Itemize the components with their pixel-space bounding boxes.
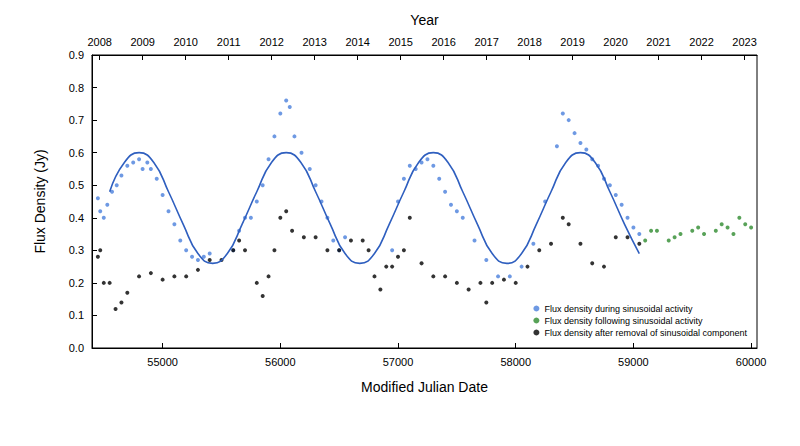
svg-text:58000: 58000 bbox=[500, 356, 531, 368]
svg-text:2019: 2019 bbox=[560, 36, 584, 48]
svg-text:2011: 2011 bbox=[217, 36, 241, 48]
svg-text:0.6: 0.6 bbox=[69, 147, 84, 159]
svg-text:0.9: 0.9 bbox=[69, 49, 84, 61]
svg-text:2022: 2022 bbox=[689, 36, 713, 48]
svg-text:Modified Julian Date: Modified Julian Date bbox=[361, 379, 488, 395]
svg-text:57000: 57000 bbox=[383, 356, 414, 368]
svg-text:2020: 2020 bbox=[603, 36, 627, 48]
svg-text:2014: 2014 bbox=[345, 36, 369, 48]
svg-text:2023: 2023 bbox=[732, 36, 756, 48]
svg-text:0.5: 0.5 bbox=[69, 179, 84, 191]
svg-text:0.4: 0.4 bbox=[69, 212, 84, 224]
svg-text:0.1: 0.1 bbox=[69, 309, 84, 321]
svg-text:2008: 2008 bbox=[87, 36, 111, 48]
svg-text:2010: 2010 bbox=[173, 36, 197, 48]
svg-text:0.3: 0.3 bbox=[69, 244, 84, 256]
svg-text:59000: 59000 bbox=[618, 356, 649, 368]
svg-text:2021: 2021 bbox=[646, 36, 670, 48]
svg-text:2017: 2017 bbox=[474, 36, 498, 48]
svg-text:2018: 2018 bbox=[517, 36, 541, 48]
svg-text:0.7: 0.7 bbox=[69, 114, 84, 126]
svg-text:2016: 2016 bbox=[431, 36, 455, 48]
svg-text:0.0: 0.0 bbox=[69, 342, 84, 354]
svg-text:0.2: 0.2 bbox=[69, 277, 84, 289]
svg-text:55000: 55000 bbox=[147, 356, 178, 368]
svg-text:Flux Density (Jy): Flux Density (Jy) bbox=[32, 149, 48, 253]
svg-text:60000: 60000 bbox=[736, 356, 767, 368]
svg-text:Year: Year bbox=[410, 12, 439, 28]
svg-text:2013: 2013 bbox=[302, 36, 326, 48]
svg-text:2009: 2009 bbox=[130, 36, 154, 48]
svg-text:Flux density after removal of: Flux density after removal of sinusoidal… bbox=[544, 328, 747, 338]
svg-text:0.8: 0.8 bbox=[69, 82, 84, 94]
svg-text:56000: 56000 bbox=[265, 356, 296, 368]
svg-text:2012: 2012 bbox=[259, 36, 283, 48]
svg-text:2015: 2015 bbox=[388, 36, 412, 48]
svg-text:Flux density during sinusoidal: Flux density during sinusoidal activity bbox=[544, 304, 693, 314]
svg-text:Flux density following sinusoi: Flux density following sinusoidal activi… bbox=[544, 316, 703, 326]
